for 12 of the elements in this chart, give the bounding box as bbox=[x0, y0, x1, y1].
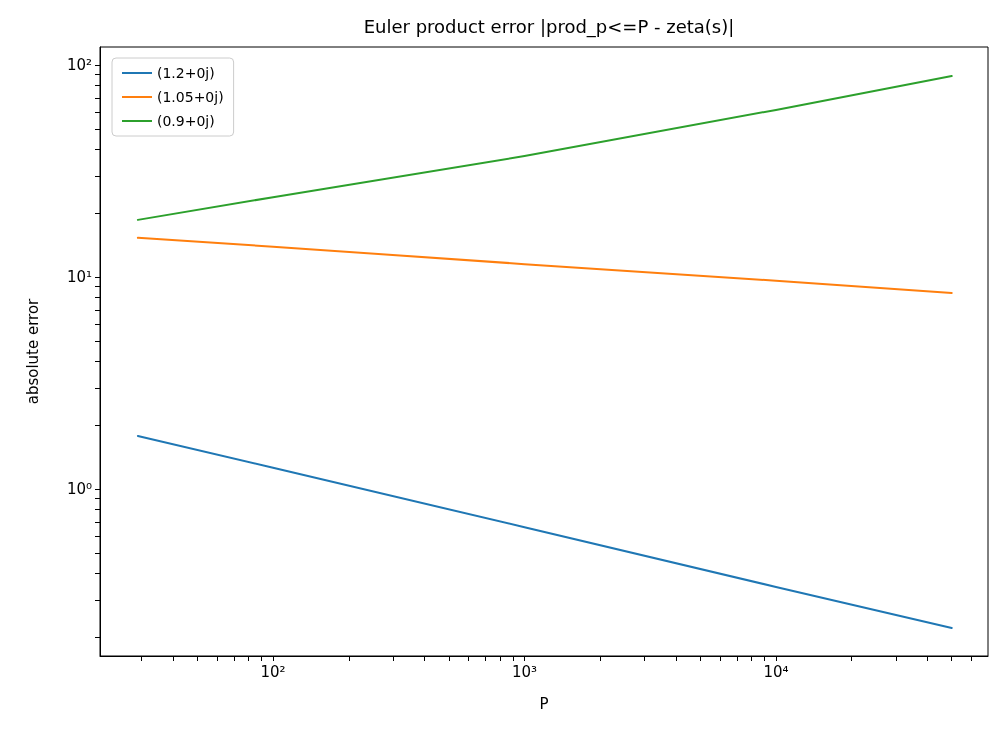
chart-title: Euler product error |prod_p<=P - zeta(s)| bbox=[363, 15, 735, 38]
legend-label: (0.9+0j) bbox=[157, 113, 215, 129]
y-tick-label: 10⁰ bbox=[66, 479, 92, 498]
y-tick-label: 10¹ bbox=[66, 268, 92, 286]
x-axis-title: P bbox=[539, 694, 549, 713]
x-tick-label: 10⁴ bbox=[763, 662, 789, 681]
y-axis-title: absolute error bbox=[23, 297, 42, 405]
legend-label: (1.2+0j) bbox=[157, 65, 215, 81]
y-tick-label: 10² bbox=[66, 56, 92, 75]
x-tick-label: 10² bbox=[260, 662, 286, 681]
legend-label: (1.05+0j) bbox=[157, 89, 224, 105]
x-tick-label: 10³ bbox=[511, 662, 538, 681]
